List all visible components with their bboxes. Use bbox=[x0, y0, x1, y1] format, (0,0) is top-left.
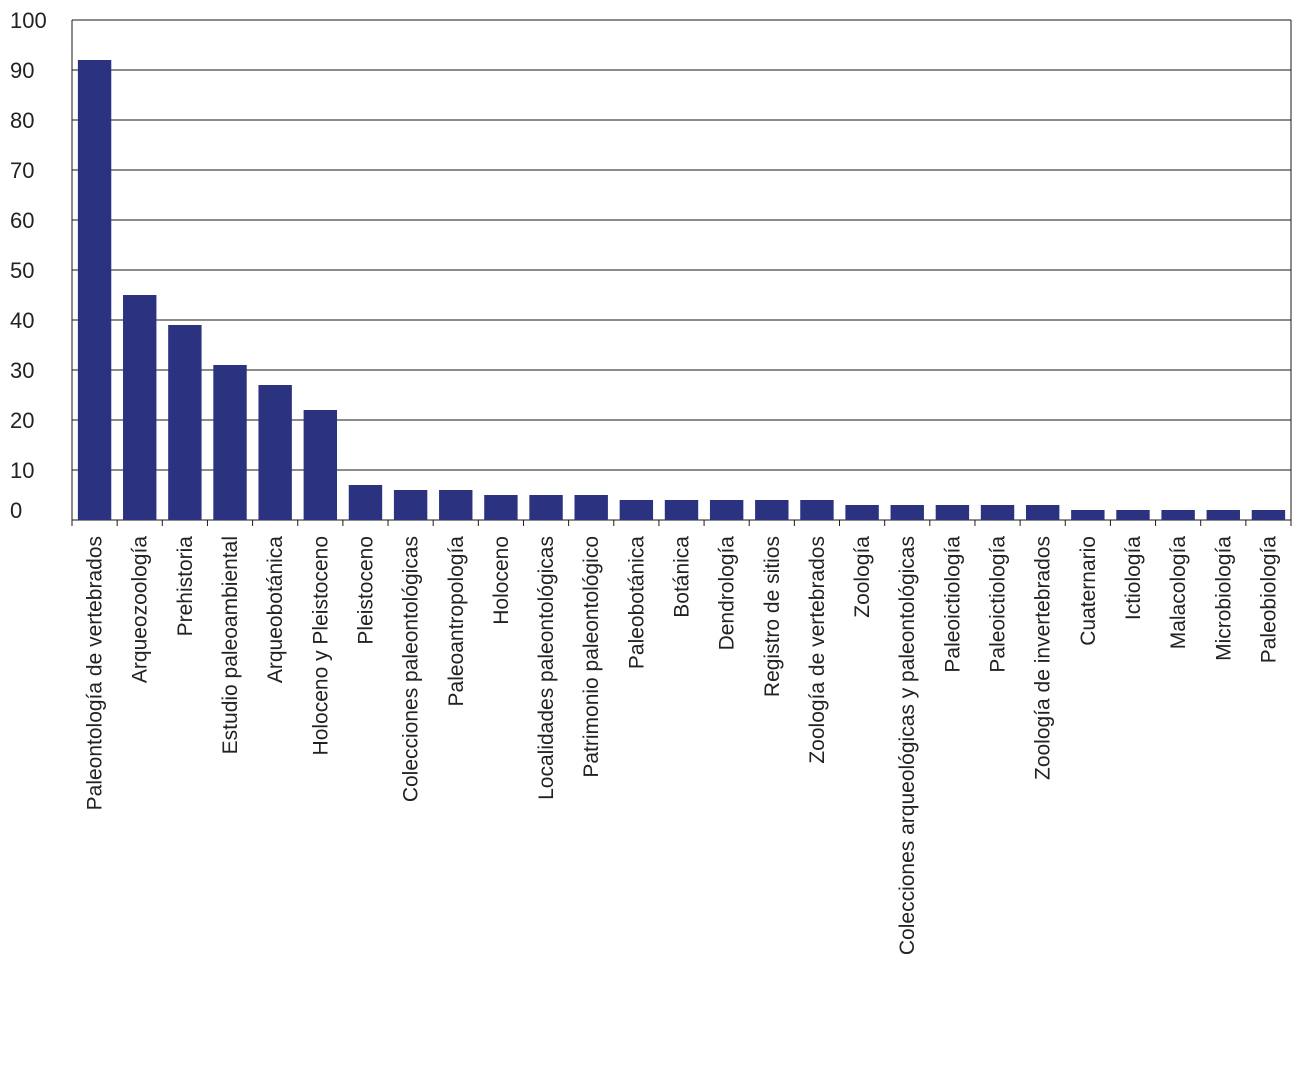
bar-14 bbox=[664, 500, 699, 520]
x-tick-label: Holoceno y Pleistoceno bbox=[309, 536, 332, 755]
x-tick-label: Colecciones paleontológicas bbox=[400, 536, 423, 802]
grid-layer bbox=[72, 19, 1291, 521]
bar-11 bbox=[529, 495, 563, 520]
bar-17 bbox=[800, 500, 834, 520]
bar-26 bbox=[1206, 510, 1240, 520]
bar-4 bbox=[213, 365, 247, 520]
bar-5 bbox=[258, 385, 292, 520]
bar-7 bbox=[348, 485, 383, 520]
x-tick-label: Paleobiología bbox=[1257, 536, 1280, 664]
x-tick-label: Paleoictiología bbox=[941, 536, 964, 673]
x-tick-label: Zoología de invertebrados bbox=[1032, 536, 1055, 780]
y-tick-label: 10 bbox=[10, 458, 34, 483]
x-tick-label: Zoología bbox=[851, 536, 874, 618]
bar-27 bbox=[1251, 510, 1286, 520]
x-tick-label: Cuaternario bbox=[1077, 536, 1100, 646]
x-tick-labels: Paleontología de vertebrados Arqueozoolog… bbox=[84, 536, 1281, 955]
y-tick-label: 80 bbox=[10, 108, 34, 133]
bar-8 bbox=[393, 490, 428, 520]
y-tick-label: 100 bbox=[10, 8, 47, 33]
x-tick-label: Zoología de vertebrados bbox=[806, 536, 829, 764]
y-tick-label: 20 bbox=[10, 408, 34, 433]
x-tick-label: Paleontología de vertebrados bbox=[84, 536, 107, 810]
bar-16 bbox=[755, 500, 789, 520]
x-tick-label: Arqueozoología bbox=[129, 536, 152, 683]
bar-9 bbox=[439, 490, 473, 520]
x-tick-label: Malacología bbox=[1167, 536, 1190, 650]
y-tick-label: 40 bbox=[10, 308, 34, 333]
x-tick-label: Patrimonio paleontológico bbox=[580, 536, 603, 778]
x-tick-label: Colecciones arqueológicas y paleontológi… bbox=[896, 536, 919, 955]
bar-23 bbox=[1071, 510, 1105, 520]
bar-19 bbox=[890, 505, 924, 520]
bar-24 bbox=[1116, 510, 1150, 520]
x-tick-label: Paleoantropología bbox=[445, 536, 468, 707]
y-tick-labels: 0 10 20 30 40 50 60 70 80 90 100 bbox=[10, 8, 47, 523]
x-tick-label: Localidades paleontológicas bbox=[535, 536, 558, 800]
bar-12 bbox=[574, 495, 608, 520]
x-tick-label: Holoceno bbox=[490, 536, 513, 625]
y-tick-label: 60 bbox=[10, 208, 34, 233]
bars-layer bbox=[77, 60, 1286, 520]
x-tick-label: Dendrología bbox=[716, 536, 739, 651]
y-tick-label: 0 bbox=[10, 498, 22, 523]
bar-15 bbox=[709, 500, 744, 520]
y-tick-label: 30 bbox=[10, 358, 34, 383]
y-tick-label: 50 bbox=[10, 258, 34, 283]
bar-6 bbox=[303, 410, 338, 520]
y-tick-label: 70 bbox=[10, 158, 34, 183]
bar-25 bbox=[1161, 510, 1195, 520]
x-tick-label: Paleobotánica bbox=[625, 536, 648, 669]
x-tick-label: Pleistoceno bbox=[354, 536, 377, 645]
bar-21 bbox=[980, 505, 1015, 520]
bar-2 bbox=[123, 295, 157, 520]
x-tick-label: Ictiología bbox=[1122, 536, 1145, 620]
bar-10 bbox=[484, 495, 518, 520]
x-tick-label: Estudio paleoambiental bbox=[219, 536, 242, 754]
x-tick-label: Arqueobotánica bbox=[264, 536, 287, 683]
axis-layer bbox=[71, 20, 1292, 526]
x-tick-label: Botánica bbox=[671, 536, 694, 618]
bar-13 bbox=[619, 500, 654, 520]
x-tick-label: Prehistoria bbox=[174, 536, 197, 637]
bar-3 bbox=[168, 325, 202, 520]
bar-22 bbox=[1025, 505, 1060, 520]
x-tick-label: Microbiología bbox=[1212, 536, 1235, 661]
x-tick-label: Paleoictiología bbox=[987, 536, 1010, 673]
y-tick-label: 90 bbox=[10, 58, 34, 83]
bar-18 bbox=[845, 505, 879, 520]
bar-1 bbox=[77, 60, 112, 520]
x-tick-label: Registro de sitios bbox=[761, 536, 784, 697]
bar-20 bbox=[935, 505, 970, 520]
